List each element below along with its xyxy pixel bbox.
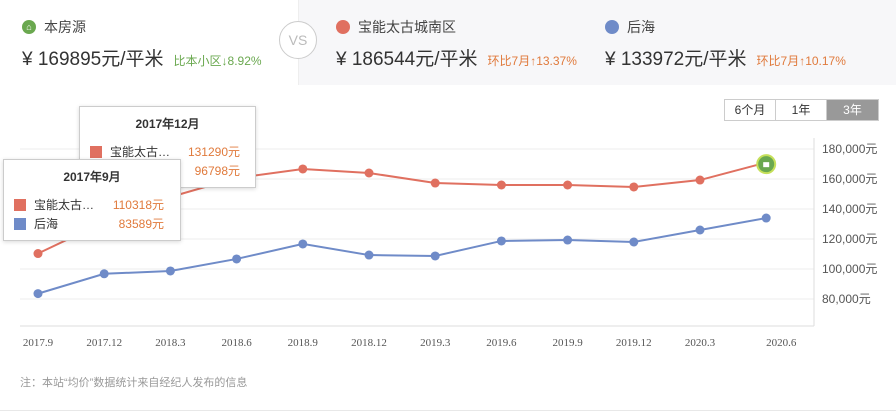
x-tick-label: 2018.3 xyxy=(155,337,186,349)
x-tick-label: 2018.6 xyxy=(221,337,252,349)
home-glyph-icon xyxy=(763,162,770,168)
data-point xyxy=(629,182,639,192)
area-compare: 环比7月↑13.37% xyxy=(487,54,577,68)
this-listing-name: 本房源 xyxy=(44,19,86,35)
tab-1-year[interactable]: 1年 xyxy=(776,100,827,120)
district-price: ¥ 133972元/平米 xyxy=(605,49,747,70)
x-tick-label: 2020.3 xyxy=(685,337,716,349)
data-point xyxy=(33,249,43,259)
tooltip-value: 131290元 xyxy=(187,145,240,159)
data-point xyxy=(33,289,43,299)
data-point xyxy=(695,225,705,235)
district-compare: 环比7月↑10.17% xyxy=(756,54,846,68)
x-tick-label: 2017.12 xyxy=(86,337,122,349)
this-listing-compare: 比本小区↓8.92% xyxy=(173,54,262,68)
tooltip-series-name: 后海 xyxy=(34,217,59,231)
x-tick-label: 2019.3 xyxy=(420,337,451,349)
x-tick-label: 2020.6 xyxy=(766,337,797,349)
area-name: 宝能太古城南区 xyxy=(358,19,456,35)
series-line xyxy=(37,217,767,295)
x-tick-label: 2018.12 xyxy=(351,337,387,349)
tooltip-value: 110318元 xyxy=(112,198,164,212)
this-listing-panel: ⌂ 本房源 ¥ 169895元/平米 比本小区↓8.92% xyxy=(0,0,298,85)
y-tick-label: 80,000元 xyxy=(822,292,871,306)
x-tick-label: 2017.9 xyxy=(23,337,54,349)
y-tick-label: 120,000元 xyxy=(822,232,877,246)
data-point xyxy=(695,175,705,185)
data-point xyxy=(298,239,308,249)
tab-3-years[interactable]: 3年 xyxy=(827,100,878,120)
comparison-header: ⌂ 本房源 ¥ 169895元/平米 比本小区↓8.92% VS 宝能太古城南区 ¥… xyxy=(0,0,896,85)
tooltip-value: 83589元 xyxy=(118,217,164,231)
data-point xyxy=(232,254,242,264)
data-point xyxy=(430,251,440,261)
series-swatch-icon xyxy=(14,198,26,211)
y-tick-label: 140,000元 xyxy=(822,202,877,216)
data-point xyxy=(364,168,374,178)
x-tick-label: 2019.9 xyxy=(552,337,583,349)
tooltip-series-name: 宝能太古… xyxy=(110,145,171,159)
series-swatch-icon xyxy=(14,217,26,230)
y-tick-label: 160,000元 xyxy=(822,172,877,186)
tooltip-2017-9: 2017年9月 宝能太古… 110318元 后海 83589元 xyxy=(3,159,181,241)
tab-6-months[interactable]: 6个月 xyxy=(725,100,776,120)
data-point xyxy=(563,235,573,245)
data-point xyxy=(761,213,771,223)
this-listing-price: ¥ 169895元/平米 xyxy=(22,49,164,70)
tooltip-title: 2017年12月 xyxy=(135,117,200,131)
data-point xyxy=(430,178,440,188)
tooltip-value: 96798元 xyxy=(194,164,240,178)
data-point xyxy=(563,180,573,190)
data-point xyxy=(298,164,308,174)
area-price: ¥ 186544元/平米 xyxy=(336,49,478,70)
range-tabs: 6个月 1年 3年 xyxy=(724,99,879,121)
data-point xyxy=(364,250,374,260)
x-tick-label: 2019.12 xyxy=(616,337,652,349)
data-point xyxy=(496,236,506,246)
district-name: 后海 xyxy=(627,19,655,35)
district-dot-icon xyxy=(605,20,619,34)
divider xyxy=(0,410,896,411)
y-tick-label: 180,000元 xyxy=(822,142,877,156)
data-point xyxy=(629,237,639,247)
data-point xyxy=(496,180,506,190)
y-tick-label: 100,000元 xyxy=(822,262,877,276)
home-icon: ⌂ xyxy=(22,20,36,34)
tooltip-title: 2017年9月 xyxy=(63,170,121,184)
x-tick-label: 2019.6 xyxy=(486,337,517,349)
vs-badge: VS xyxy=(279,21,317,59)
tooltip-series-name: 宝能太古… xyxy=(34,198,95,212)
area-dot-icon xyxy=(336,20,350,34)
compare-panel: 宝能太古城南区 ¥ 186544元/平米 环比7月↑13.37% 后海 ¥ 133… xyxy=(298,0,896,85)
x-tick-label: 2018.9 xyxy=(288,337,319,349)
series-swatch-icon xyxy=(90,145,102,158)
data-source-note: 注：本站“均价”数据统计来自经纪人发布的信息 xyxy=(20,377,248,389)
data-point xyxy=(165,266,175,276)
data-point xyxy=(99,269,109,279)
